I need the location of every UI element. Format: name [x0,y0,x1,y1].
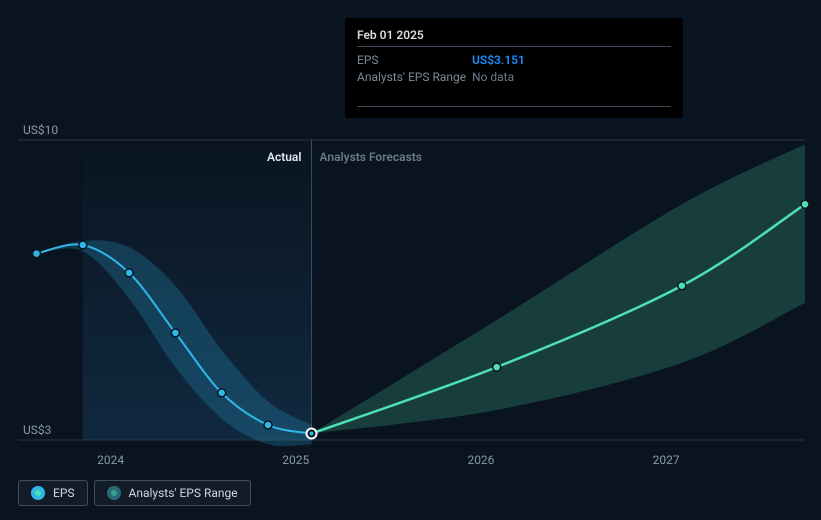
eps-chart-container: { "chart": { "type": "line", "background… [0,0,821,520]
x-axis-tick-2024: 2024 [97,453,124,467]
x-axis-tick-2026: 2026 [467,453,494,467]
legend-label-eps: EPS [53,486,75,500]
tooltip-row-range: Analysts' EPS Range No data [357,70,671,84]
tooltip-date: Feb 01 2025 [357,28,671,42]
tooltip-label-range: Analysts' EPS Range [357,70,472,84]
tooltip-row-eps: EPS US$3.151 [357,53,671,67]
tooltip-value-range: No data [472,70,514,84]
tooltip-label-eps: EPS [357,53,472,67]
tooltip-divider-bottom [357,106,671,107]
legend-item-range[interactable]: Analysts' EPS Range [94,480,251,506]
tooltip-divider [357,46,671,47]
legend-swatch-range [107,486,121,500]
tooltip-value-eps: US$3.151 [472,53,525,67]
chart-legend: EPS Analysts' EPS Range [18,480,251,506]
chart-tooltip: Feb 01 2025 EPS US$3.151 Analysts' EPS R… [345,18,683,118]
x-axis-tick-2027: 2027 [653,453,680,467]
legend-item-eps[interactable]: EPS [18,480,88,506]
legend-swatch-eps [31,486,45,500]
legend-label-range: Analysts' EPS Range [129,486,238,500]
x-axis-tick-2025: 2025 [282,453,309,467]
